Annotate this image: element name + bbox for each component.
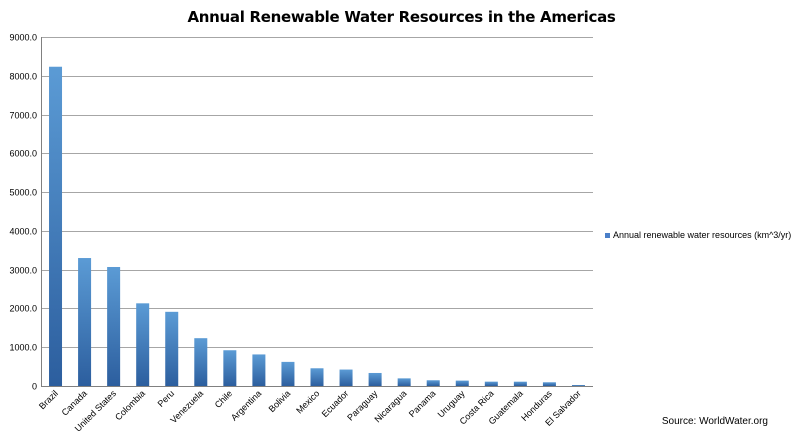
bar-chile <box>223 350 237 386</box>
bar-el-salvador <box>571 385 585 386</box>
bar-honduras <box>542 382 556 386</box>
y-tick-label: 3000.0 <box>9 266 37 276</box>
bars <box>49 66 585 386</box>
x-tick-label: Panama <box>407 388 438 419</box>
y-tick-label: 8000.0 <box>9 72 37 82</box>
x-tick-label: Bolivia <box>267 388 293 414</box>
x-axis <box>41 37 593 387</box>
x-tick-label: Mexico <box>294 388 321 415</box>
bar-canada <box>78 258 92 386</box>
x-tick-label: Peru <box>156 388 177 409</box>
y-tick-label: 7000.0 <box>9 111 37 121</box>
bar-ecuador <box>339 369 353 386</box>
y-tick-label: 2000.0 <box>9 304 37 314</box>
bar-peru <box>165 311 179 386</box>
bar-paraguay <box>368 372 382 386</box>
legend-swatch <box>605 232 610 238</box>
y-tick-label: 5000.0 <box>9 188 37 198</box>
bar-mexico <box>310 368 324 386</box>
x-tick-label: Colombia <box>113 388 147 422</box>
source-note: Source: WorldWater.org <box>661 416 768 427</box>
x-tick-label: Argentina <box>229 388 263 422</box>
bar-panama <box>426 380 440 386</box>
bar-uruguay <box>455 380 469 386</box>
y-tick-label: 1000.0 <box>9 343 37 353</box>
bar-brazil <box>49 66 63 386</box>
bar-guatemala <box>513 381 527 386</box>
bar-venezuela <box>194 338 208 386</box>
legend: Annual renewable water resources (km^3/y… <box>605 230 791 240</box>
y-axis-ticks: 0 1000.0 2000.0 3000.0 4000.0 5000.0 6000.0 700… <box>9 33 37 392</box>
x-tick-label: Chile <box>213 388 235 410</box>
gridlines <box>41 37 593 348</box>
y-tick-label: 4000.0 <box>9 227 37 237</box>
bar-united-states <box>107 266 121 386</box>
y-tick-label: 9000.0 <box>9 33 37 43</box>
x-tick-label: Brazil <box>37 388 60 411</box>
chart-title: Annual Renewable Water Resources in the … <box>187 8 616 26</box>
legend-label: Annual renewable water resources (km^3/y… <box>613 230 792 240</box>
x-tick-label: Canada <box>60 388 89 417</box>
bar-colombia <box>136 303 150 386</box>
y-tick-label: 6000.0 <box>9 149 37 159</box>
x-tick-label: Nicaragua <box>372 388 408 424</box>
bar-bolivia <box>281 361 295 386</box>
bar-argentina <box>252 354 266 386</box>
bar-nicaragua <box>397 378 411 386</box>
y-tick-label: 0 <box>32 382 37 392</box>
bar-costa-rica <box>484 381 498 386</box>
